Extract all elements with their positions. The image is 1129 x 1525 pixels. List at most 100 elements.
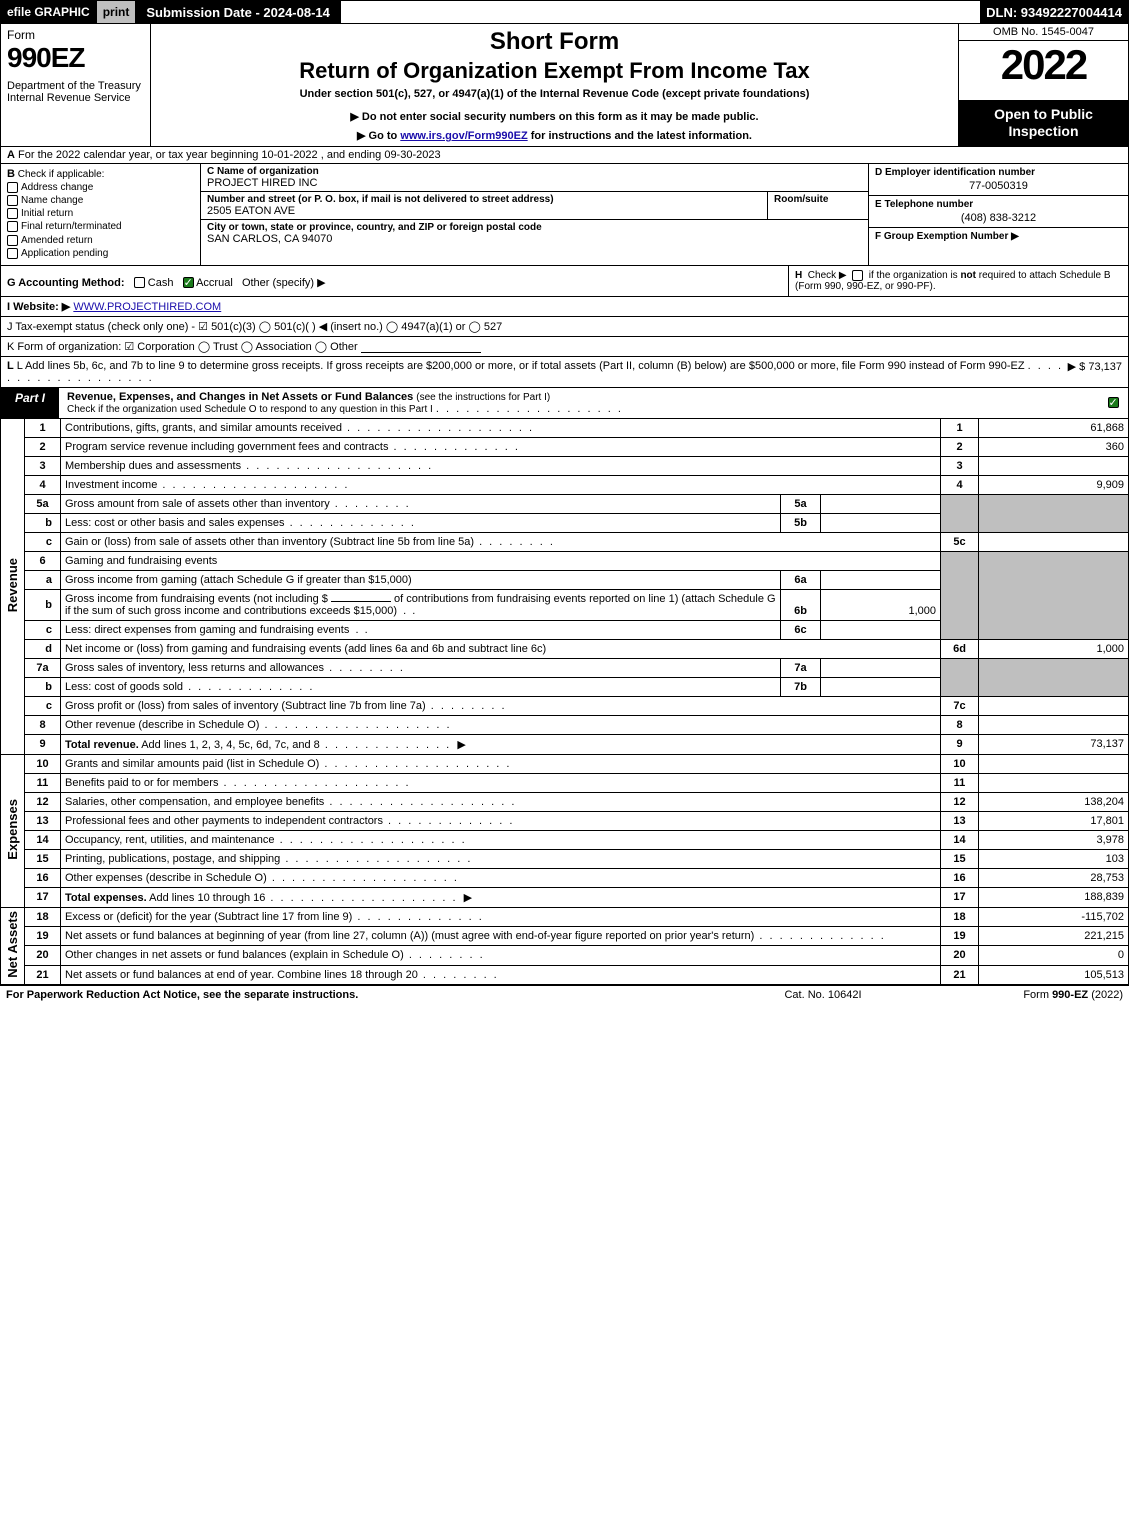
print-button[interactable]: print <box>97 1 137 23</box>
line-9: 9 Total revenue. Add lines 1, 2, 3, 4, 5… <box>1 734 1129 754</box>
lbl-application-pending: Application pending <box>21 248 108 259</box>
l7a-ml: 7a <box>781 658 821 677</box>
line-15: 15 Printing, publications, postage, and … <box>1 849 1129 868</box>
l3-rv <box>979 456 1129 475</box>
chk-accrual[interactable] <box>183 277 194 288</box>
org-name-label: C Name of organization <box>207 166 862 177</box>
line-13: 13 Professional fees and other payments … <box>1 811 1129 830</box>
l14-num: 14 <box>25 830 61 849</box>
line-18: Net Assets 18 Excess or (deficit) for th… <box>1 907 1129 926</box>
l10-rv <box>979 754 1129 773</box>
l5ab-shade-l <box>941 494 979 532</box>
l6c-ml: 6c <box>781 620 821 639</box>
line-4: 4 Investment income 4 9,909 <box>1 475 1129 494</box>
part-i-sub: Check if the organization used Schedule … <box>67 404 433 415</box>
top-bar: efile GRAPHIC print Submission Date - 20… <box>0 0 1129 24</box>
l18-rv: -115,702 <box>979 907 1129 926</box>
chk-application-pending[interactable] <box>7 248 18 259</box>
l2-desc: Program service revenue including govern… <box>61 437 941 456</box>
footer-right-pre: Form <box>1023 989 1052 1001</box>
l17-rv: 188,839 <box>979 887 1129 907</box>
g-label: G Accounting Method: <box>7 277 125 289</box>
line-16: 16 Other expenses (describe in Schedule … <box>1 868 1129 887</box>
org-name-row: C Name of organization PROJECT HIRED INC <box>201 164 868 192</box>
expenses-side-label: Expenses <box>1 754 25 907</box>
row-a: A For the 2022 calendar year, or tax yea… <box>0 147 1129 164</box>
l5c-rl: 5c <box>941 532 979 551</box>
l20-num: 20 <box>25 946 61 965</box>
l18-num: 18 <box>25 907 61 926</box>
chk-schedule-b[interactable] <box>852 270 863 281</box>
l16-rl: 16 <box>941 868 979 887</box>
l1-rl: 1 <box>941 419 979 438</box>
line-11: 11 Benefits paid to or for members 11 <box>1 773 1129 792</box>
l5b-num: b <box>25 513 61 532</box>
l6b-ml: 6b <box>781 589 821 620</box>
l6d-rv: 1,000 <box>979 639 1129 658</box>
row-a-label: A <box>7 149 15 161</box>
l6-num: 6 <box>25 551 61 570</box>
submission-date: Submission Date - 2024-08-14 <box>136 1 341 23</box>
l4-desc: Investment income <box>61 475 941 494</box>
other-org-line[interactable] <box>361 341 481 353</box>
street-value: 2505 EATON AVE <box>207 205 761 217</box>
l12-desc: Salaries, other compensation, and employ… <box>61 792 941 811</box>
l7c-rl: 7c <box>941 696 979 715</box>
chk-cash[interactable] <box>134 277 145 288</box>
goto-pre: ▶ Go to <box>357 130 400 142</box>
line-5a: 5a Gross amount from sale of assets othe… <box>1 494 1129 513</box>
header-left: Form 990EZ Department of the Treasury In… <box>1 24 151 146</box>
footer-right-post: (2022) <box>1088 989 1123 1001</box>
l2-num: 2 <box>25 437 61 456</box>
l6a-num: a <box>25 570 61 589</box>
l10-rl: 10 <box>941 754 979 773</box>
part-i-tab: Part I <box>1 388 59 418</box>
l8-rl: 8 <box>941 715 979 734</box>
chk-final-return[interactable] <box>7 221 18 232</box>
street-label: Number and street (or P. O. box, if mail… <box>207 194 761 205</box>
l19-rl: 19 <box>941 927 979 946</box>
omb-number: OMB No. 1545-0047 <box>959 24 1128 41</box>
tax-year: 2022 <box>959 41 1128 100</box>
row-i: I Website: ▶ WWW.PROJECTHIRED.COM <box>0 297 1129 317</box>
netassets-side-label: Net Assets <box>1 907 25 984</box>
l19-rv: 221,215 <box>979 927 1129 946</box>
l9-rl: 9 <box>941 734 979 754</box>
l2-rv: 360 <box>979 437 1129 456</box>
city-value: SAN CARLOS, CA 94070 <box>207 233 862 245</box>
l7b-num: b <box>25 677 61 696</box>
line-14: 14 Occupancy, rent, utilities, and maint… <box>1 830 1129 849</box>
l7a-desc: Gross sales of inventory, less returns a… <box>61 658 781 677</box>
h-text: H Check ▶ if the organization is not req… <box>795 270 1111 292</box>
website-link[interactable]: WWW.PROJECTHIRED.COM <box>73 301 221 313</box>
l3-num: 3 <box>25 456 61 475</box>
line-7a: 7a Gross sales of inventory, less return… <box>1 658 1129 677</box>
row-k: K Form of organization: ☑ Corporation ◯ … <box>0 337 1129 357</box>
form-word: Form <box>7 28 144 42</box>
l5a-ml: 5a <box>781 494 821 513</box>
phone-row: E Telephone number (408) 838-3212 <box>869 196 1128 228</box>
line-3: 3 Membership dues and assessments 3 <box>1 456 1129 475</box>
line-12: 12 Salaries, other compensation, and emp… <box>1 792 1129 811</box>
chk-amended-return[interactable] <box>7 235 18 246</box>
l10-num: 10 <box>25 754 61 773</box>
l5c-num: c <box>25 532 61 551</box>
lbl-final-return: Final return/terminated <box>21 222 122 233</box>
chk-address-change[interactable] <box>7 182 18 193</box>
line-17: 17 Total expenses. Add lines 10 through … <box>1 887 1129 907</box>
l3-rl: 3 <box>941 456 979 475</box>
l6b-blank <box>331 601 391 602</box>
row-l-text: L L Add lines 5b, 6c, and 7b to line 9 t… <box>7 360 1068 384</box>
l20-desc: Other changes in net assets or fund bala… <box>61 946 941 965</box>
line-21: 21 Net assets or fund balances at end of… <box>1 965 1129 984</box>
chk-initial-return[interactable] <box>7 208 18 219</box>
chk-schedule-o-part1[interactable] <box>1108 397 1119 408</box>
group-exemption-label: F Group Exemption Number ▶ <box>875 231 1019 242</box>
irs-link[interactable]: www.irs.gov/Form990EZ <box>400 130 527 142</box>
l15-rl: 15 <box>941 849 979 868</box>
chk-name-change[interactable] <box>7 195 18 206</box>
l21-desc: Net assets or fund balances at end of ye… <box>61 965 941 984</box>
l6a-desc: Gross income from gaming (attach Schedul… <box>61 570 781 589</box>
l18-rl: 18 <box>941 907 979 926</box>
lbl-name-change: Name change <box>21 195 83 206</box>
